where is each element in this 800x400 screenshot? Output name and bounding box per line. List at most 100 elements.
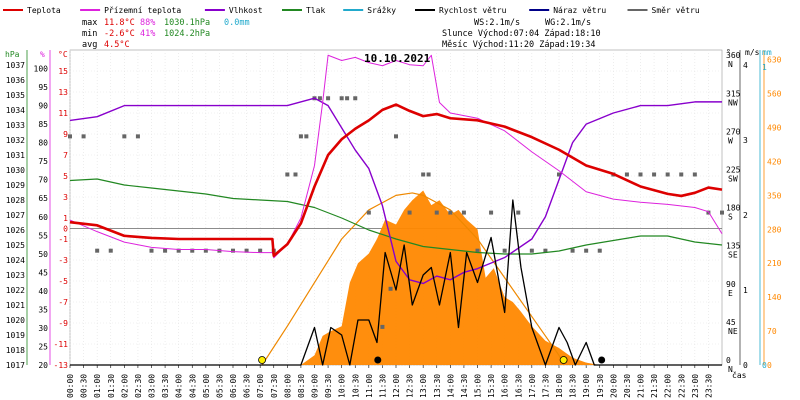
wind-direction-point (475, 248, 480, 253)
wind-direction-point (353, 96, 358, 101)
direction-tick-label: 90 (726, 280, 736, 289)
wind-tick-label: 4 (743, 61, 748, 70)
pressure-tick-label: 1036 (6, 76, 25, 85)
wind-direction-point (597, 248, 602, 253)
x-tick-label: 01:30 (107, 374, 116, 398)
info-ws: WS:2.1m/s (474, 18, 520, 28)
solar-tick-label: 350 (767, 191, 782, 200)
wind-direction-point (570, 248, 575, 253)
x-tick-label: 21:30 (650, 374, 659, 398)
direction-tick-dir: S (728, 213, 733, 222)
direction-tick-dir: N (728, 60, 733, 69)
x-tick-label: 02:30 (134, 374, 143, 398)
pressure-tick-label: 1023 (6, 271, 25, 280)
wind-tick-label: 2 (743, 211, 748, 220)
pressure-tick-label: 1021 (6, 301, 25, 310)
wind-speed-line (70, 199, 722, 366)
wind-direction-point (434, 210, 439, 215)
stat-min-label: min (82, 29, 97, 39)
direction-tick-dir: NW (728, 98, 738, 107)
temp-tick-label: 15 (58, 67, 68, 76)
stat-max-temp: 11.8°C (104, 18, 135, 28)
temp-tick-label: -9 (58, 319, 68, 328)
x-tick-label: 06:00 (229, 374, 238, 398)
wind-direction-point (679, 172, 684, 177)
x-tick-label: 09:00 (311, 374, 320, 398)
wind-direction-point (394, 134, 398, 139)
x-tick-label: 02:00 (120, 374, 129, 398)
humidity-tick-label: 30 (38, 324, 48, 333)
pressure-tick-label: 1033 (6, 121, 25, 130)
wind-tick-label: 3 (743, 136, 748, 145)
x-tick-label: 08:30 (297, 374, 306, 398)
wind-direction-point (176, 248, 181, 253)
wind-direction-point (108, 248, 113, 253)
direction-axis-label: ° (726, 48, 731, 57)
humidity-tick-label: 70 (38, 176, 48, 185)
solar-tick-label: 490 (767, 124, 782, 133)
direction-tick-label: 315 (726, 89, 741, 98)
chart-title: 10.10.2021 (364, 52, 431, 65)
precip-axis-label: mm (762, 48, 772, 57)
temp-axis-label: °C (58, 50, 68, 59)
wind-direction-point (95, 248, 100, 253)
wind-direction-point (285, 172, 290, 177)
x-tick-label: 15:00 (474, 374, 483, 398)
x-tick-label: 20:30 (623, 374, 632, 398)
humidity-tick-label: 65 (38, 194, 48, 203)
stat-avg-temp: 4.5°C (104, 40, 130, 50)
humidity-tick-label: 75 (38, 157, 48, 166)
x-tick-label: 00:30 (80, 374, 89, 398)
temp-tick-label: -3 (58, 256, 68, 265)
x-tick-label: 05:30 (215, 374, 224, 398)
theoretical-solar-curve (261, 192, 565, 366)
pressure-tick-label: 1035 (6, 91, 25, 100)
humidity-tick-label: 40 (38, 287, 48, 296)
pressure-line (69, 178, 723, 255)
temperature-line (69, 103, 723, 258)
temp-tick-label: 0 (63, 225, 68, 234)
solar-tick-label: 560 (767, 90, 782, 99)
pressure-tick-label: 1027 (6, 211, 25, 220)
x-tick-label: 05:00 (202, 374, 211, 398)
wind-direction-point (81, 134, 86, 139)
direction-tick-label: 0 (726, 356, 731, 365)
x-tick-label: 11:00 (365, 374, 374, 398)
humidity-tick-label: 80 (38, 139, 48, 148)
pressure-tick-label: 1029 (6, 181, 25, 190)
humidity-tick-label: 100 (34, 65, 49, 74)
wind-direction-point (366, 210, 371, 215)
humidity-tick-label: 95 (38, 83, 48, 92)
wind-direction-point (426, 172, 431, 177)
x-tick-label: 00:00 (66, 374, 75, 398)
wind-direction-point (304, 134, 309, 139)
y-axis-labels: 15131197531-1-3-5-7-9-11-130103710361035… (5, 48, 782, 374)
solar-tick-label: 420 (767, 157, 782, 166)
x-tick-label: 03:00 (148, 374, 157, 398)
x-tick-label: 18:00 (555, 374, 564, 398)
stat-max-rain: 0.0mm (224, 18, 250, 28)
direction-tick-dir: SE (728, 251, 738, 260)
direction-tick-dir: W (728, 136, 733, 145)
legend-label: Vlhkost (229, 6, 263, 15)
x-tick-label: 22:00 (664, 374, 673, 398)
x-tick-label: 14:00 (446, 374, 455, 398)
x-tick-label: 10:00 (338, 374, 347, 398)
legend-label: Náraz větru (553, 6, 606, 15)
wind-axis-label: m/s (745, 48, 760, 57)
solar-tick-label: 280 (767, 225, 782, 234)
pressure-tick-label: 1034 (6, 106, 25, 115)
wind-direction-point (529, 248, 534, 253)
wind-direction-point (421, 172, 426, 177)
x-tick-label: 18:30 (569, 374, 578, 398)
temp-tick-label: -5 (58, 277, 68, 286)
wind-direction-point (293, 172, 298, 177)
x-tick-label: 06:30 (243, 374, 252, 398)
stat-min-hum: 41% (140, 29, 155, 39)
pressure-tick-label: 1030 (6, 166, 25, 175)
legend: Teplota Přízemní teplota Vlhkost Tlak Srážky… (3, 6, 700, 15)
solar-tick-label: 70 (767, 327, 777, 336)
wind-direction-point (448, 210, 453, 215)
temp-tick-label: 11 (58, 109, 68, 118)
